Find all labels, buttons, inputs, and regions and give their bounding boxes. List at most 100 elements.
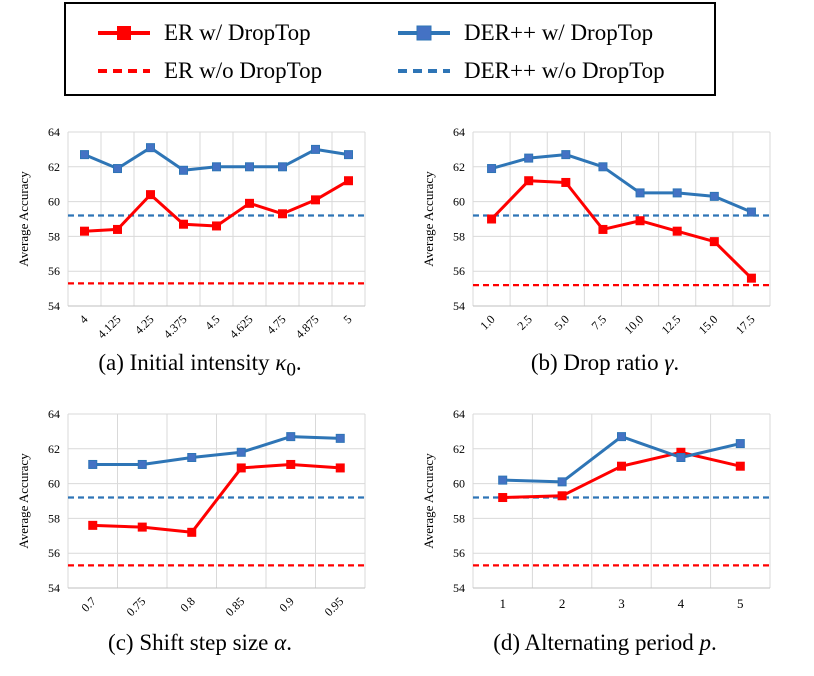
data-point-der (709, 191, 719, 201)
x-tick-label: 4.375 (161, 312, 190, 341)
x-tick-label: 4.5 (202, 312, 223, 333)
series-line-der (92, 435, 341, 466)
data-point-der (179, 165, 188, 175)
x-tick-label: 0.7 (78, 594, 99, 615)
x-tick-label: 3 (618, 596, 625, 611)
x-tick-label: 5.0 (551, 312, 572, 333)
panel-a: 54 56 58 60 62 64 4 4.125 4.25 4.375 4.5 4.625 4.75 4… (0, 118, 400, 388)
y-tick-label: 60 (453, 477, 465, 491)
data-point-er (146, 190, 155, 200)
x-tick-label: 4.125 (95, 312, 124, 341)
data-point-der (617, 432, 626, 442)
data-point-er (236, 463, 246, 473)
caption-b: (b) Drop ratio γ. (530, 350, 680, 375)
x-tick-label: 10.0 (621, 312, 646, 337)
data-point-er (746, 273, 756, 283)
legend-label: DER++ w/ DropTop (464, 20, 654, 45)
data-point-er (113, 224, 122, 234)
chart-alternating-period: 54 56 58 60 62 64 1 2 3 4 5 Average Accuracy (421, 407, 771, 611)
y-tick-label: 64 (453, 125, 465, 139)
y-tick-label: 60 (48, 477, 60, 491)
chart-drop-ratio: 54 56 58 60 62 64 1.0 2.5 5.0 7.5 10.0 12.5 15.0 17.5… (421, 125, 771, 337)
data-point-er (524, 176, 534, 186)
chart-shift-step-size: 54 56 58 60 62 64 0.7 0.75 0.8 0.85 0.9 0.95 Average… (16, 407, 366, 619)
data-point-der (212, 162, 221, 172)
legend: ER w/ DropTop DER++ w/ DropTop ER w/o Dr… (64, 2, 716, 96)
x-tick-label: 4 (678, 596, 685, 611)
y-axis-label: Average Accuracy (421, 171, 436, 267)
x-tick-label: 1.0 (477, 312, 498, 333)
data-point-er (80, 226, 89, 236)
data-point-der (187, 453, 197, 462)
y-tick-label: 60 (453, 195, 465, 209)
data-point-er (498, 493, 508, 503)
x-tick-label: 2.5 (514, 312, 535, 333)
y-tick-label: 56 (48, 264, 60, 278)
data-point-der (735, 439, 745, 449)
data-point-er (179, 219, 188, 229)
data-point-der (245, 162, 254, 172)
series-line-er (490, 179, 753, 280)
caption-c: (c) Shift step size α. (108, 630, 292, 655)
data-point-er (635, 216, 645, 226)
legend-item-er-without: ER w/o DropTop (96, 56, 322, 86)
y-tick-label: 56 (48, 546, 60, 560)
legend-item-er-with: ER w/ DropTop (96, 18, 311, 48)
x-tick-label: 7.5 (589, 312, 610, 333)
data-point-der (88, 459, 98, 469)
y-tick-label: 56 (453, 546, 465, 560)
legend-item-der-without: DER++ w/o DropTop (396, 56, 665, 86)
data-point-er (735, 461, 745, 471)
chart-initial-intensity: 54 56 58 60 62 64 4 4.125 4.25 4.375 4.5 4.625 4.75 4… (16, 125, 366, 341)
data-point-der (561, 150, 571, 160)
x-tick-label: 4.25 (132, 312, 157, 337)
data-point-er (286, 459, 296, 469)
data-point-der (746, 207, 756, 217)
legend-swatch-der-without (398, 69, 450, 73)
data-point-er (335, 463, 345, 473)
x-tick-label: 4 (76, 312, 90, 326)
x-tick-label: 4.875 (293, 312, 322, 341)
data-point-der (137, 459, 147, 469)
data-point-er (187, 527, 197, 537)
series-line-der (491, 153, 752, 214)
y-tick-label: 58 (48, 229, 60, 243)
legend-item-der-with: DER++ w/ DropTop (396, 18, 653, 48)
data-point-er (245, 198, 254, 208)
x-tick-label: 0.9 (276, 594, 297, 615)
y-tick-label: 64 (48, 125, 60, 139)
data-point-der (498, 475, 508, 485)
data-point-der (487, 164, 497, 174)
data-point-der (635, 188, 645, 198)
data-point-er (137, 522, 147, 532)
y-tick-label: 64 (453, 407, 465, 421)
x-tick-label: 2 (559, 596, 566, 611)
x-tick-label: 5 (340, 312, 354, 326)
x-tick-label: 4.625 (227, 312, 256, 341)
caption-a: (a) Initial intensity κ0. (98, 350, 302, 381)
data-point-er (487, 214, 497, 224)
data-point-der (286, 432, 296, 442)
x-tick-label: 15.0 (696, 312, 721, 337)
data-point-der (311, 144, 320, 154)
data-point-er (617, 461, 626, 471)
caption-d: (d) Alternating period p. (493, 630, 717, 655)
data-point-der (524, 153, 534, 163)
legend-swatch-er-with (98, 26, 150, 40)
data-point-er (88, 520, 98, 530)
panel-d: 54 56 58 60 62 64 1 2 3 4 5 Average Accuracy (d) Al… (405, 400, 805, 670)
y-tick-label: 54 (453, 299, 465, 313)
data-point-der (278, 162, 287, 172)
data-point-er (311, 195, 320, 205)
y-tick-label: 56 (453, 264, 465, 278)
legend-label: ER w/o DropTop (164, 58, 323, 83)
y-tick-label: 58 (453, 229, 465, 243)
data-point-der (80, 150, 89, 160)
x-tick-label: 0.75 (124, 594, 149, 619)
x-tick-label: 0.8 (177, 594, 198, 615)
x-tick-label: 4.75 (264, 312, 289, 337)
data-point-er (557, 491, 567, 501)
data-point-der (557, 477, 567, 487)
legend-label: ER w/ DropTop (164, 20, 311, 45)
x-tick-label: 12.5 (659, 312, 684, 337)
